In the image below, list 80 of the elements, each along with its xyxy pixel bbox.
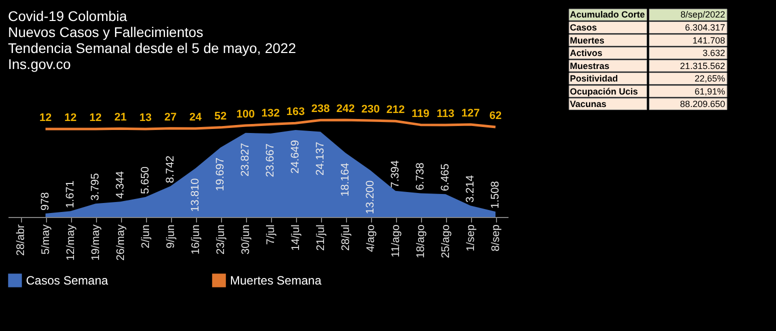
data-label: 19.697 (214, 157, 226, 192)
text: 21.315.562 (680, 60, 726, 71)
text: 61,91% (694, 86, 726, 96)
text: Acumulado Corte (570, 10, 645, 20)
text: 6.304.317 (685, 22, 726, 32)
data-label: 1.508 (490, 181, 502, 209)
data-label: 242 (336, 103, 355, 115)
data-label: 3.795 (90, 173, 102, 201)
data-label: 113 (436, 108, 454, 120)
x-tick-label: 14/jul (290, 224, 302, 251)
chart-title: Covid-19 Colombia (8, 8, 128, 24)
x-tick-label: 19/may (90, 224, 102, 261)
data-label: 978 (40, 192, 52, 211)
data-label: 238 (311, 103, 330, 116)
data-label: 163 (286, 106, 305, 118)
data-label: 132 (261, 107, 280, 120)
text: 141.708 (692, 35, 726, 46)
data-label: 1.671 (64, 180, 76, 208)
x-tick-label: 21/jul (315, 224, 327, 251)
data-label: 212 (386, 104, 405, 116)
x-tick-label: 28/abr (15, 224, 27, 256)
text: Ins.gov.co (8, 56, 71, 72)
data-label: 21 (114, 112, 127, 124)
text: Tendencia Semanal desde el 5 de mayo, 2022 (8, 40, 296, 56)
x-tick-label: 7/jul (265, 224, 277, 245)
data-label: 62 (489, 110, 502, 122)
text: 8/sep/2022 (680, 10, 726, 20)
x-tick-label: 30/jun (240, 224, 252, 254)
data-label: 100 (236, 108, 255, 121)
x-tick-label: 25/ago (440, 224, 452, 258)
data-label: 23.667 (264, 143, 276, 178)
data-label: 24 (189, 112, 202, 124)
x-tick-label: 11/ago (390, 224, 402, 258)
category-label: Muertes (570, 35, 604, 46)
data-label: 18.164 (340, 162, 352, 197)
category-label: Activos (570, 48, 602, 58)
data-label: 230 (361, 103, 380, 116)
x-tick-label: 16/jun (190, 224, 202, 254)
data-label: 7.394 (390, 160, 402, 188)
data-label: 23.827 (240, 142, 252, 177)
x-tick-label: 9/jun (165, 224, 177, 248)
data-label: 12 (89, 112, 102, 124)
legend-label: Casos Semana (26, 273, 108, 288)
x-tick-label: 1/sep (465, 224, 477, 252)
data-label: 12 (64, 112, 77, 124)
x-tick-label: 23/jun (215, 224, 227, 254)
data-label: 13.200 (364, 180, 376, 214)
text: 3.632 (702, 48, 726, 58)
x-tick-label: 26/may (115, 224, 127, 261)
data-label: 8.742 (164, 156, 176, 184)
data-label: 6.465 (440, 164, 452, 192)
category-label: Vacunas (570, 99, 606, 110)
data-label: 12 (39, 112, 52, 124)
data-label: 52 (214, 110, 227, 122)
x-tick-label: 18/ago (415, 224, 427, 258)
x-tick-label: 28/jul (340, 224, 352, 251)
data-label: 5.650 (140, 166, 152, 194)
category-label: Positividad (570, 74, 618, 84)
x-tick-label: 8/sep (490, 224, 502, 252)
x-tick-label: 4/ago (365, 224, 377, 252)
data-label: 24.137 (314, 142, 326, 176)
category-label: Casos (570, 22, 597, 32)
data-label: 13 (139, 112, 152, 124)
data-label: 127 (461, 108, 480, 120)
data-label: 27 (164, 111, 177, 124)
x-tick-label: 12/may (65, 224, 77, 261)
x-tick-label: 2/jun (140, 224, 152, 248)
data-label: 4.344 (114, 171, 126, 199)
legend-label: Muertes Semana (230, 273, 322, 288)
data-label: 13.810 (190, 178, 202, 212)
text: 88.209.650 (680, 99, 726, 110)
data-label: 6.738 (414, 162, 426, 190)
data-label: 119 (412, 108, 430, 120)
x-tick-label: 5/may (40, 224, 52, 254)
text: 22,65% (694, 74, 726, 84)
data-label: 3.214 (464, 175, 476, 203)
category-label: Muestras (570, 60, 610, 71)
category-label: Ocupación Ucis (570, 86, 638, 96)
chart-subtitle: Nuevos Casos y Fallecimientos (8, 24, 204, 40)
data-label: 24.649 (290, 140, 302, 174)
